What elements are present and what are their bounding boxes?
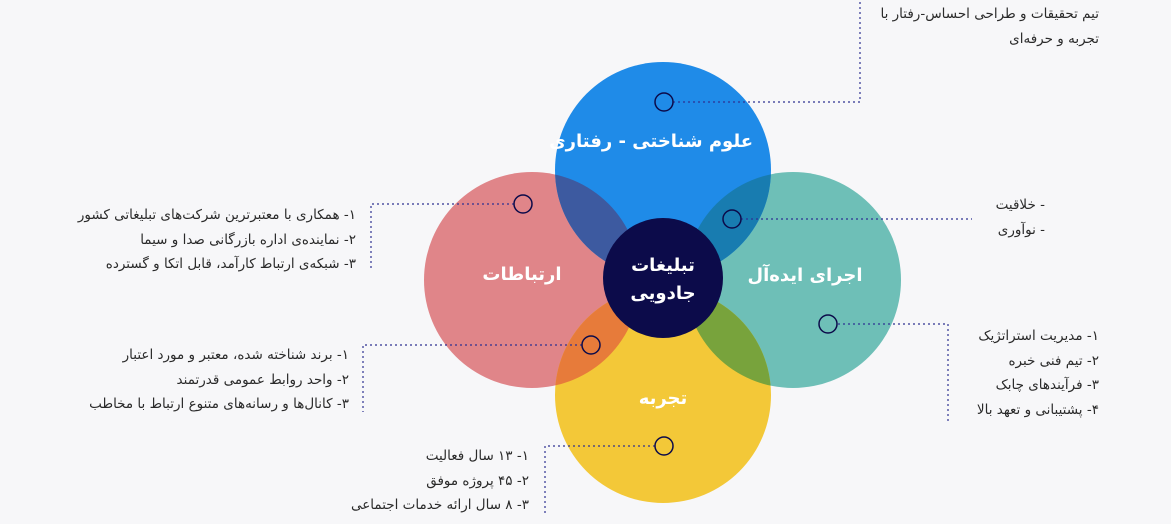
note-left-line: ۱- همکاری با معتبرترین شرکت‌های تبلیغاتی…: [77, 207, 356, 223]
connector-top: [673, 0, 861, 103]
connector-right2: [838, 323, 949, 423]
overlap-top-left: [555, 172, 640, 278]
node-marker-right: [722, 209, 742, 229]
note-left2-line: ۲- واحد روابط عمومی قدرتمند: [176, 371, 349, 388]
center-title-line1: تبلیغات: [631, 255, 695, 276]
note-bottom: ۱- ۱۳ سال فعالیت ۲- ۴۵ پروژه موفق ۳- ۸ س…: [351, 444, 529, 518]
note-right2-line: ۱- مدیریت استراتژیک: [978, 328, 1099, 344]
center-title: تبلیغات جادویی: [603, 252, 723, 308]
node-marker-bottom: [654, 436, 674, 456]
note-right2-line: ۴- پشتیبانی و تعهد بالا: [976, 401, 1099, 418]
overlap-left-bottom: [555, 287, 640, 388]
note-top-line: تجربه و حرفه‌ای: [1009, 30, 1099, 47]
note-left: ۱- همکاری با معتبرترین شرکت‌های تبلیغاتی…: [78, 203, 356, 277]
note-bottom-line: ۱- ۱۳ سال فعالیت: [425, 448, 529, 464]
overlap-right-bottom: [685, 287, 771, 388]
note-right2: ۱- مدیریت استراتژیک ۲- تیم فنی خبره ۳- ف…: [977, 324, 1099, 422]
note-right2-line: ۳- فرآیندهای چابک: [995, 377, 1099, 393]
center-circle: [603, 218, 723, 338]
note-left2: ۱- برند شناخته شده، معتبر و مورد اعتبار …: [89, 343, 349, 417]
label-bottom: تجربه: [638, 388, 688, 409]
label-right: اجرای ایده‌آل: [747, 265, 863, 286]
overlap-top-right: [685, 172, 771, 278]
node-marker-right2: [818, 314, 838, 334]
note-right: - خلاقیت - نوآوری: [996, 193, 1045, 242]
note-left2-line: ۳- کانال‌ها و رسانه‌های متنوع ارتباط با …: [89, 396, 349, 412]
note-top-line: تیم تحقیقات و طراحی احساس-رفتار با: [880, 6, 1099, 22]
node-marker-left: [513, 194, 533, 214]
note-left2-line: ۱- برند شناخته شده، معتبر و مورد اعتبار: [122, 347, 349, 363]
note-right-line: - خلاقیت: [995, 197, 1045, 213]
note-right2-line: ۲- تیم فنی خبره: [1008, 352, 1099, 369]
note-left-line: ۳- شبکه‌ی ارتباط کارآمد، قابل اتکا و گست…: [105, 256, 356, 272]
note-right-line: - نوآوری: [997, 221, 1045, 238]
connector-bottom: [544, 445, 655, 514]
note-bottom-line: ۲- ۴۵ پروژه موفق: [426, 472, 529, 489]
label-top: علوم شناختی - رفتاری: [549, 131, 753, 152]
center-title-line2: جادویی: [630, 283, 696, 304]
label-left: ارتباطات: [482, 264, 562, 285]
note-left-line: ۲- نماینده‌ی اداره بازرگانی صدا و سیما: [140, 231, 356, 248]
note-bottom-line: ۳- ۸ سال ارائه خدمات اجتماعی: [351, 497, 529, 513]
node-marker-left2: [581, 335, 601, 355]
note-top: تیم تحقیقات و طراحی احساس-رفتار با تجربه…: [880, 2, 1099, 51]
node-marker-top: [654, 92, 674, 112]
